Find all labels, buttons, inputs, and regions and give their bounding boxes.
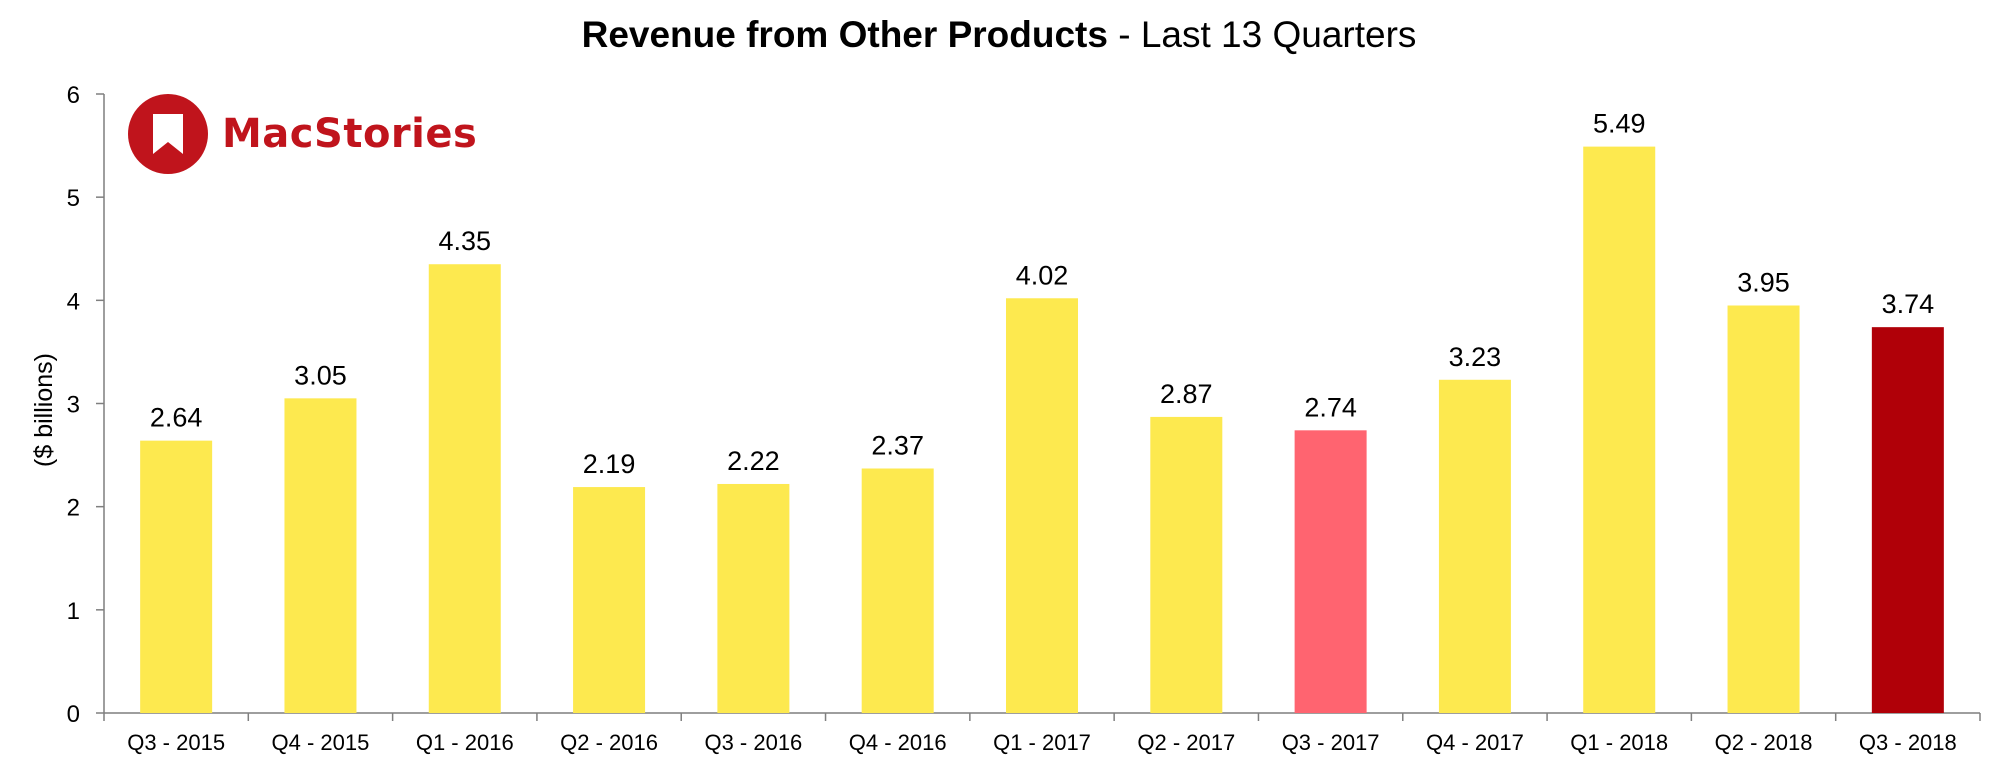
value-label: 2.19: [583, 449, 636, 479]
value-label: 2.87: [1160, 379, 1213, 409]
value-labels: 2.64 3.05 4.35 2.19 2.22 2.37 4.02 2.87 2.74 3.23…: [150, 109, 1934, 479]
chart-title: Revenue from Other Products - Last 13 Qu…: [0, 14, 1998, 56]
value-label: 4.35: [438, 226, 491, 256]
y-tick-label: 2: [67, 495, 80, 522]
value-label: 3.05: [294, 360, 347, 390]
value-label: 2.74: [1304, 392, 1357, 422]
x-tick-label: Q2 - 2016: [560, 730, 658, 755]
x-tick-label: Q3 - 2017: [1282, 730, 1380, 755]
value-label: 3.23: [1449, 342, 1502, 372]
y-axis: 0 1 2 3 4 5 6: [67, 82, 105, 728]
bookmark-icon: [128, 94, 208, 174]
x-tick-label: Q2 - 2017: [1137, 730, 1235, 755]
value-label: 4.02: [1016, 260, 1069, 290]
x-tick-label: Q2 - 2018: [1715, 730, 1813, 755]
y-tick-label: 3: [67, 392, 80, 419]
bar-q2-2017: [1150, 416, 1223, 713]
chart-title-bold: Revenue from Other Products: [581, 14, 1108, 55]
x-tick-label: Q1 - 2017: [993, 730, 1091, 755]
y-tick-label: 5: [67, 185, 80, 212]
value-label: 3.95: [1737, 267, 1790, 297]
value-label: 5.49: [1593, 109, 1646, 139]
bar-q4-2015: [284, 398, 357, 713]
logo-text: MacStories: [222, 111, 478, 157]
bar-q1-2017: [1006, 298, 1078, 713]
bar-q3-2015: [140, 440, 213, 713]
value-label: 2.37: [871, 430, 924, 460]
x-axis: Q3 - 2015 Q4 - 2015 Q1 - 2016 Q2 - 2016 Q3 -…: [103, 712, 1981, 755]
bar-q2-2018: [1727, 305, 1800, 713]
value-label: 2.64: [150, 403, 203, 433]
bar-q4-2016: [861, 468, 934, 713]
bar-q1-2016: [428, 264, 501, 713]
y-tick-label: 1: [67, 598, 80, 625]
y-tick-label: 6: [67, 82, 80, 109]
y-tick-label: 4: [67, 288, 80, 315]
x-tick-label: Q3 - 2015: [127, 730, 225, 755]
x-tick-label: Q1 - 2018: [1570, 730, 1668, 755]
macstories-logo: MacStories: [128, 94, 477, 174]
chart-title-rest: - Last 13 Quarters: [1107, 14, 1417, 55]
x-tick-label: Q3 - 2018: [1859, 730, 1957, 755]
bar-q1-2018: [1583, 146, 1656, 714]
bar-q4-2017: [1438, 379, 1511, 713]
x-tick-label: Q3 - 2016: [704, 730, 802, 755]
x-tick-label: Q1 - 2016: [416, 730, 514, 755]
x-tick-label: Q4 - 2017: [1426, 730, 1524, 755]
y-tick-label: 0: [67, 701, 80, 728]
value-label: 2.22: [727, 446, 780, 476]
bar-q3-2018: [1871, 327, 1944, 713]
x-tick-label: Q4 - 2016: [849, 730, 947, 755]
bar-q2-2016: [573, 487, 646, 713]
value-label: 3.74: [1882, 289, 1935, 319]
y-axis-title: ($ billions): [30, 353, 58, 467]
bar-q3-2017: [1294, 430, 1367, 713]
x-tick-label: Q4 - 2015: [272, 730, 370, 755]
bar-q3-2016: [717, 483, 790, 713]
bars: [140, 146, 1944, 714]
